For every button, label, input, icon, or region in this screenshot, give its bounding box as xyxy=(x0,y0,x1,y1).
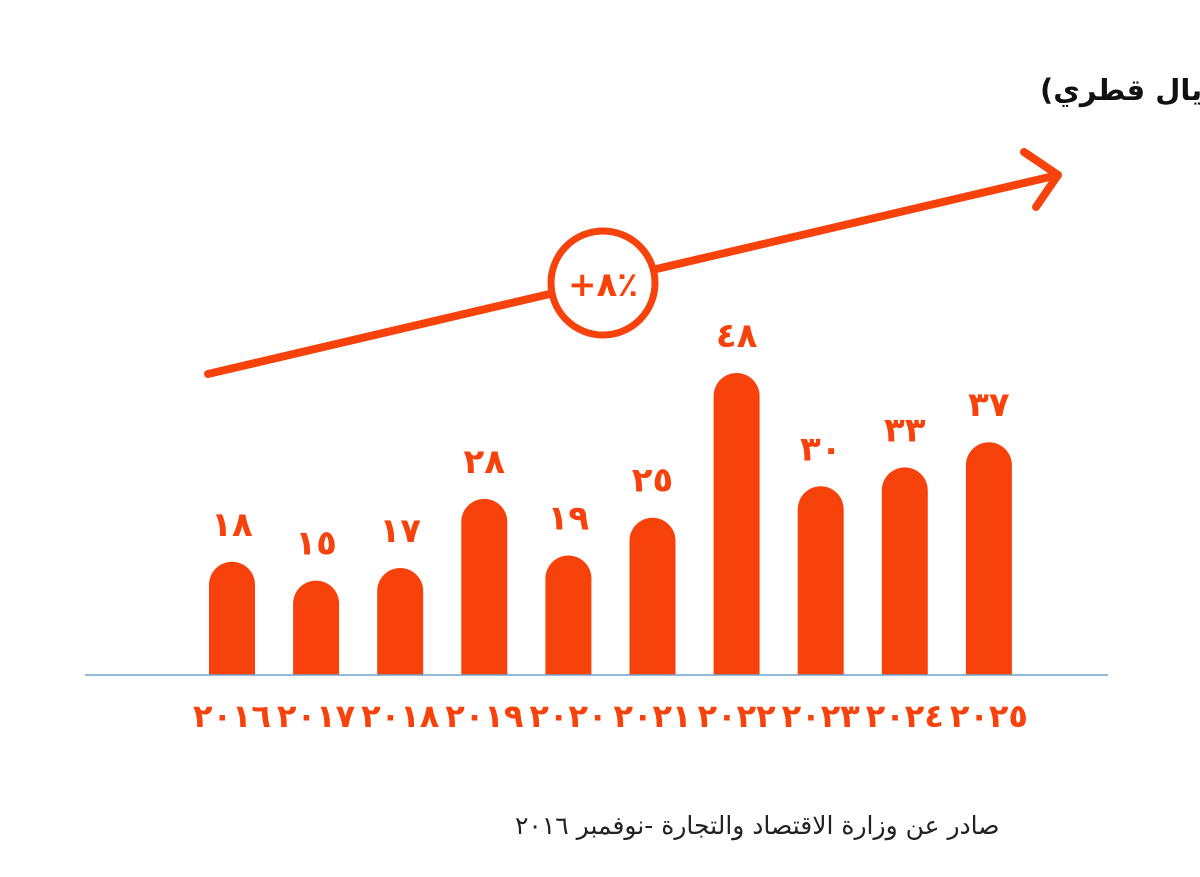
bar-value-label: ٢٥ xyxy=(632,461,674,501)
growth-arrow-head-icon xyxy=(1020,148,1062,211)
x-tick-label: ٢٠٢٢ xyxy=(698,697,777,735)
growth-trend: +٨٪ xyxy=(204,148,1062,378)
bar-2 xyxy=(377,568,424,675)
bar-value-label: ١٩ xyxy=(548,498,590,538)
bar-value-label: ١٨ xyxy=(211,505,253,545)
bar-1 xyxy=(293,580,340,675)
bar-7 xyxy=(797,486,844,675)
source-note: صادر عن وزارة الاقتصاد والتجارة -نوفمبر … xyxy=(515,811,1000,841)
bar-value-label: ١٥ xyxy=(295,524,337,564)
x-tick-label: ٢٠٢٠ xyxy=(529,697,607,735)
bar-0 xyxy=(209,561,255,675)
bar-4 xyxy=(545,555,592,675)
bar-value-label: ١٧ xyxy=(379,511,421,551)
bar-series: ١٨ ١٥ ١٧ ٢٨ ١٩ ٢٥ ٤٨ ٣٠ ٣٣ ٣٧ xyxy=(209,316,1012,675)
x-tick-label: ٢٠٢١ xyxy=(613,697,691,735)
bar-5 xyxy=(629,517,676,675)
bar-value-label: ٣٣ xyxy=(884,410,926,450)
x-tick-label: ٢٠١٩ xyxy=(445,697,523,735)
x-tick-label: ٢٠١٦ xyxy=(193,697,271,735)
bar-value-label: ٣٧ xyxy=(968,385,1010,425)
bar-8 xyxy=(881,467,928,675)
x-tick-label: ٢٠١٧ xyxy=(277,697,356,735)
growth-badge xyxy=(547,227,659,339)
x-tick-label: ٢٠٢٥ xyxy=(950,697,1028,735)
x-tick-label: ٢٠٢٤ xyxy=(866,697,944,735)
bar-6 xyxy=(713,373,760,675)
x-tick-label: ٢٠٢٣ xyxy=(782,697,861,735)
bar-value-label: ٣٠ xyxy=(800,429,842,469)
bar-value-label: ٤٨ xyxy=(716,316,758,356)
bar-9 xyxy=(965,442,1012,675)
growth-rate-label: +٨٪ xyxy=(568,265,638,305)
bar-value-label: ٢٨ xyxy=(464,442,506,482)
x-axis-tick-labels: ٢٠١٦ ٢٠١٧ ٢٠١٨ ٢٠١٩ ٢٠٢٠ ٢٠٢١ ٢٠٢٢ ٢٠٢٣ ٢٠٢٤ ٢٠٢٥ xyxy=(193,697,1028,735)
bar-3 xyxy=(461,498,508,675)
x-tick-label: ٢٠١٨ xyxy=(361,697,440,735)
